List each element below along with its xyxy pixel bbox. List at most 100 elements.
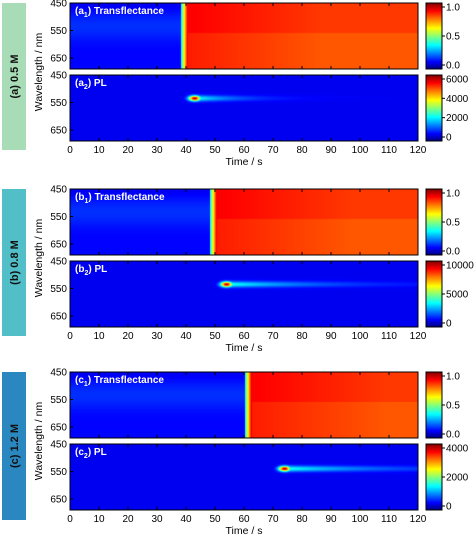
pl-heatmap <box>70 444 418 510</box>
x-tick-label: 90 <box>325 331 337 342</box>
y-tick-label: 650 <box>50 126 67 137</box>
y-axis-label: Wavelength / nm <box>33 33 45 112</box>
x-tick-label: 100 <box>352 331 369 342</box>
group-side-label: (a) 0.5 M <box>9 54 21 98</box>
colorbar-tick-label: 0 <box>446 133 452 144</box>
y-tick-label: 450 <box>50 257 67 268</box>
group-side-box <box>2 372 26 520</box>
y-tick-label: 450 <box>50 368 67 379</box>
x-tick-label: 30 <box>151 331 163 342</box>
colorbar <box>425 188 443 256</box>
x-tick-label: 10 <box>93 145 105 156</box>
y-tick-label: 550 <box>50 26 67 37</box>
colorbar-tick-label: 0 <box>446 502 452 513</box>
x-tick-label: 80 <box>296 145 308 156</box>
x-tick-label: 120 <box>410 331 427 342</box>
x-tick-label: 0 <box>67 514 73 525</box>
x-tick-label: 10 <box>93 331 105 342</box>
x-tick-label: 80 <box>296 331 308 342</box>
x-axis-label: Time / s <box>226 525 263 537</box>
y-tick-label: 450 <box>50 71 67 82</box>
x-tick-label: 40 <box>180 514 192 525</box>
x-tick-label: 60 <box>238 145 250 156</box>
colorbar-tick-label: 2000 <box>446 113 469 124</box>
transflectance-heatmap <box>70 3 418 69</box>
group-side-box <box>2 189 26 336</box>
panel-title: (b1) Transflectance <box>75 192 165 205</box>
colorbar-tick-label: 1.0 <box>446 189 460 200</box>
colorbar-tick-label: 0.0 <box>446 61 460 72</box>
x-tick-label: 30 <box>151 145 163 156</box>
colorbar-tick-label: 6000 <box>446 75 469 86</box>
colorbar-tick-label: 0 <box>446 319 452 330</box>
y-tick-label: 650 <box>50 240 67 251</box>
y-tick-label: 650 <box>50 495 67 506</box>
x-tick-label: 0 <box>67 145 73 156</box>
group-side-label: (b) 0.8 M <box>9 240 21 285</box>
x-tick-label: 100 <box>352 514 369 525</box>
x-tick-label: 50 <box>209 514 221 525</box>
y-axis-label: Wavelength / nm <box>33 219 45 298</box>
colorbar-tick-label: 4000 <box>446 94 469 105</box>
colorbar-tick-label: 0.0 <box>446 430 460 441</box>
y-tick-label: 450 <box>50 0 67 10</box>
colorbar <box>425 74 443 142</box>
y-tick-label: 550 <box>50 212 67 223</box>
y-tick-label: 550 <box>50 395 67 406</box>
y-tick-label: 550 <box>50 467 67 478</box>
x-tick-label: 90 <box>325 514 337 525</box>
panel-title: (a2) PL <box>75 78 107 91</box>
colorbar <box>425 260 443 328</box>
x-tick-label: 30 <box>151 514 163 525</box>
x-tick-label: 80 <box>296 514 308 525</box>
x-tick-label: 120 <box>410 145 427 156</box>
y-tick-label: 650 <box>50 423 67 434</box>
colorbar-tick-label: 0.5 <box>446 401 460 412</box>
x-tick-label: 90 <box>325 145 337 156</box>
colorbar-tick-label: 0.5 <box>446 218 460 229</box>
y-axis-label: Wavelength / nm <box>33 402 45 481</box>
group-side-label: (c) 1.2 M <box>9 424 21 468</box>
x-axis-label: Time / s <box>226 156 263 168</box>
colorbar-tick-label: 4000 <box>446 444 469 455</box>
x-axis-label: Time / s <box>226 342 263 354</box>
y-tick-label: 450 <box>50 440 67 451</box>
colorbar-tick-label: 5000 <box>446 290 469 301</box>
panel-title: (c2) PL <box>75 447 107 460</box>
x-tick-label: 70 <box>267 514 279 525</box>
colorbar-tick-label: 0.0 <box>446 247 460 258</box>
x-tick-label: 40 <box>180 331 192 342</box>
colorbar-tick-label: 1.0 <box>446 3 460 14</box>
x-tick-label: 110 <box>381 514 397 525</box>
panel-title: (c1) Transflectance <box>75 375 164 388</box>
panel-title: (b2) PL <box>75 264 107 277</box>
x-tick-label: 0 <box>67 331 73 342</box>
x-tick-label: 20 <box>122 514 134 525</box>
colorbar <box>425 371 443 439</box>
y-tick-label: 550 <box>50 284 67 295</box>
x-tick-label: 120 <box>410 514 427 525</box>
x-tick-label: 50 <box>209 145 221 156</box>
x-tick-label: 10 <box>93 514 105 525</box>
y-tick-label: 450 <box>50 185 67 196</box>
x-tick-label: 20 <box>122 145 134 156</box>
colorbar-tick-label: 2000 <box>446 473 469 484</box>
pl-heatmap <box>70 75 418 141</box>
y-tick-label: 550 <box>50 98 67 109</box>
x-tick-label: 60 <box>238 514 250 525</box>
colorbar-tick-label: 0.5 <box>446 32 460 43</box>
transflectance-heatmap <box>70 189 418 255</box>
y-tick-label: 650 <box>50 54 67 65</box>
x-tick-label: 40 <box>180 145 192 156</box>
x-tick-label: 60 <box>238 331 250 342</box>
pl-heatmap <box>70 261 418 327</box>
y-tick-label: 650 <box>50 312 67 323</box>
colorbar <box>425 443 443 511</box>
x-tick-label: 100 <box>352 145 369 156</box>
transflectance-heatmap <box>70 372 418 438</box>
colorbar <box>425 2 443 70</box>
colorbar-tick-label: 10000 <box>446 261 474 272</box>
x-tick-label: 110 <box>381 331 397 342</box>
group-side-box <box>2 3 26 150</box>
